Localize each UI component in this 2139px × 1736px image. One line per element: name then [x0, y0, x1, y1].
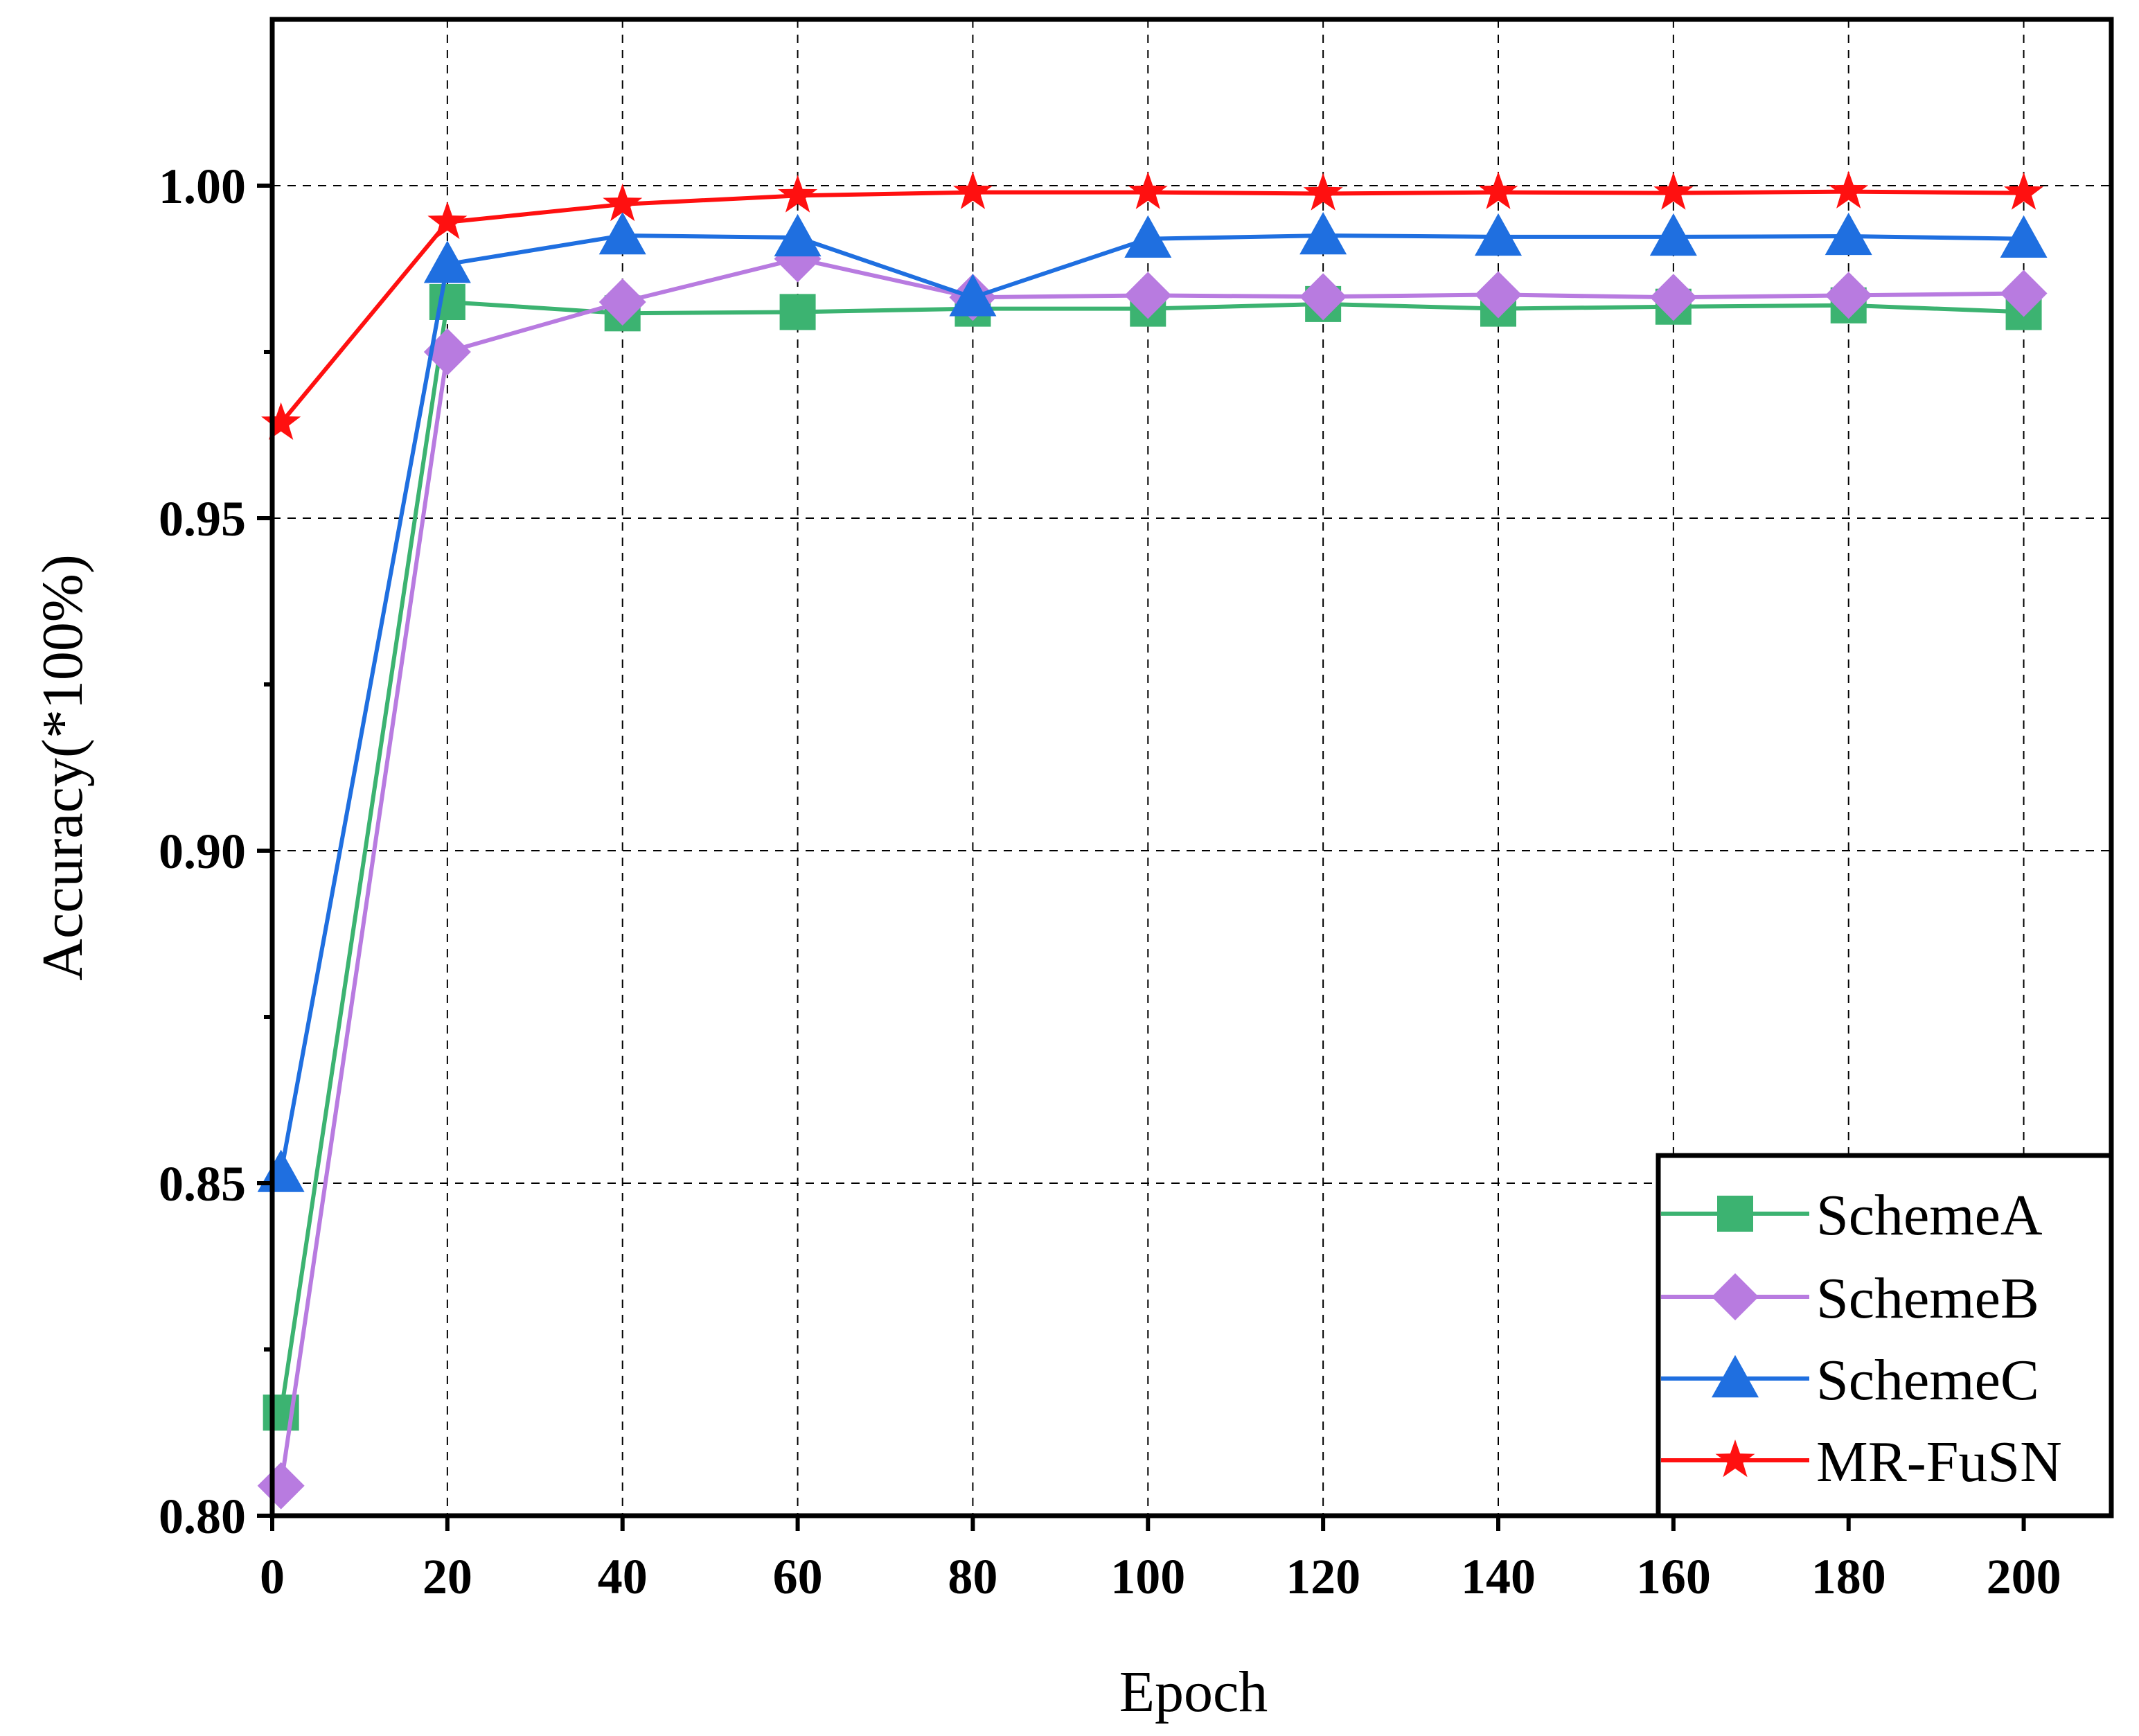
y-tick-label: 0.80	[159, 1489, 246, 1544]
series-MR-FuSN	[261, 170, 2044, 440]
legend-label: SchemeA	[1816, 1183, 2043, 1248]
plot-frame	[269, 17, 2114, 1518]
series-SchemeC	[257, 212, 2048, 1192]
x-tick-label: 80	[948, 1549, 997, 1604]
legend-item: SchemeA	[1661, 1183, 2043, 1248]
y-tick-label: 0.95	[159, 491, 246, 547]
legend-marker	[1715, 1440, 1755, 1478]
data-point	[1299, 212, 1347, 255]
x-tick-label: 200	[1987, 1549, 2061, 1604]
data-point	[1303, 172, 1343, 211]
data-point	[423, 240, 471, 283]
tick-labels: 0 20 40 60 80 100 120 140 160 180 200 0.80 0.85 0.90 0…	[159, 159, 2061, 1604]
data-point	[429, 284, 465, 320]
legend-label: SchemeC	[1816, 1348, 2039, 1412]
data-point	[1829, 170, 1869, 209]
series-lines	[257, 170, 2048, 1509]
data-point	[1478, 171, 1518, 209]
data-point	[2000, 269, 2048, 317]
data-point	[1124, 215, 1172, 258]
series-SchemeB	[257, 235, 2048, 1509]
data-point	[598, 212, 646, 255]
data-point	[1649, 213, 1697, 256]
axis-ticks	[257, 184, 2026, 1531]
data-point	[1475, 213, 1522, 256]
data-point	[1825, 272, 1872, 319]
legend-label: MR-FuSN	[1816, 1430, 2062, 1494]
grid-lines	[272, 19, 2111, 1516]
legend: SchemeA SchemeB SchemeC MR-FuSN	[1656, 1153, 2114, 1518]
data-point	[1475, 271, 1522, 319]
y-tick-label: 0.90	[159, 824, 246, 879]
data-point	[603, 183, 643, 222]
x-tick-label: 180	[1811, 1549, 1886, 1604]
y-tick-label: 0.85	[159, 1156, 246, 1212]
data-point	[1299, 273, 1347, 321]
y-tick-label: 1.00	[159, 159, 246, 214]
data-point	[1128, 171, 1168, 209]
legend-label: SchemeB	[1816, 1266, 2039, 1331]
legend-marker	[1717, 1196, 1753, 1232]
series-line	[278, 233, 2024, 1174]
data-point	[261, 402, 301, 440]
x-tick-label: 60	[773, 1549, 823, 1604]
data-point	[2000, 215, 2048, 258]
x-axis-title: Epoch	[1119, 1660, 1268, 1724]
data-point	[949, 274, 997, 317]
data-point	[1653, 172, 1694, 210]
x-tick-label: 160	[1636, 1549, 1711, 1604]
data-point	[257, 1462, 305, 1509]
data-point	[2004, 172, 2044, 210]
data-point	[257, 1149, 305, 1192]
data-point	[774, 213, 822, 257]
x-tick-label: 100	[1110, 1549, 1185, 1604]
y-axis-title: Accuracy(*100%)	[30, 554, 95, 981]
x-tick-label: 140	[1461, 1549, 1536, 1604]
x-tick-label: 20	[423, 1549, 472, 1604]
data-point	[779, 294, 816, 330]
data-point	[598, 278, 646, 326]
x-tick-label: 120	[1286, 1549, 1360, 1604]
data-point	[1649, 274, 1697, 321]
x-tick-label: 0	[260, 1549, 285, 1604]
x-tick-label: 40	[598, 1549, 648, 1604]
legend-marker	[1712, 1355, 1759, 1398]
legend-marker	[1712, 1273, 1759, 1320]
legend-item: SchemeB	[1661, 1266, 2039, 1331]
legend-item: SchemeC	[1661, 1348, 2039, 1412]
data-point	[778, 175, 818, 213]
legend-item: MR-FuSN	[1661, 1430, 2062, 1494]
data-point	[427, 201, 468, 240]
data-point	[1825, 212, 1872, 256]
data-point	[952, 171, 993, 209]
data-point	[1124, 272, 1172, 319]
